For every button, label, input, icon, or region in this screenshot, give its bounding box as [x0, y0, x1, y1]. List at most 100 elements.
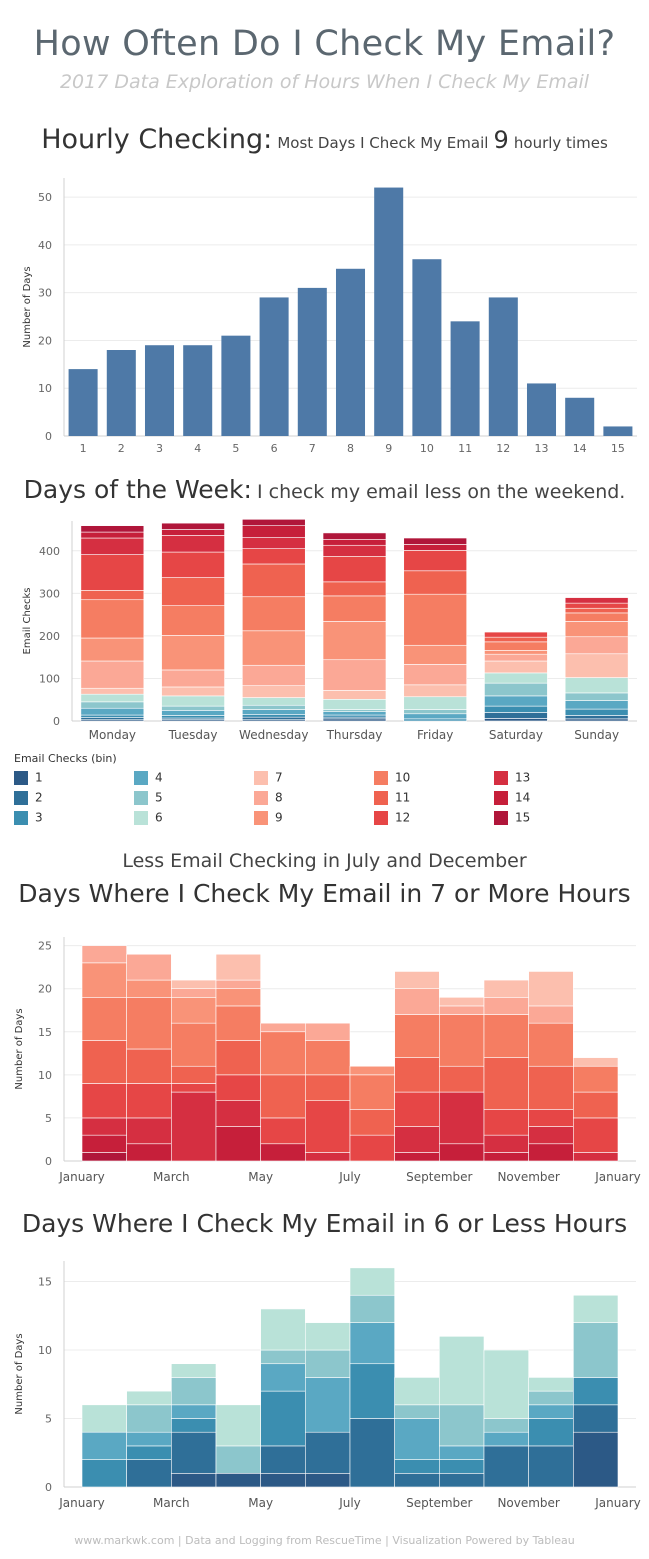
six-segment [349, 1267, 395, 1296]
seven-segment [81, 1117, 127, 1136]
x-tick-label: 2 [118, 442, 125, 455]
six-segment [394, 1473, 440, 1488]
footer-credits: www.markwk.com | Data and Logging from R… [74, 1534, 575, 1547]
legend-label: 12 [395, 810, 411, 825]
six-segment [260, 1390, 306, 1447]
weekday-segment [322, 718, 387, 722]
hourly-bar [144, 345, 175, 436]
legend-label: 1 [35, 770, 43, 785]
seven-segment [81, 1040, 127, 1084]
weekday-segment [403, 544, 467, 551]
hourly-bar [297, 287, 327, 436]
seven-segment [483, 1152, 529, 1162]
monthly-caption: Less Email Checking in July and December [122, 850, 527, 872]
x-tick-label: 12 [496, 442, 510, 455]
weekday-segment [322, 698, 387, 710]
six-segment [573, 1404, 619, 1433]
seven-segment [483, 1109, 529, 1136]
seven-segment [305, 1100, 351, 1153]
weekday-segment [403, 537, 467, 545]
x-tick-label: Thursday [326, 728, 383, 742]
legend-item: 1 [14, 770, 43, 786]
y-tick-label: 300 [39, 587, 60, 600]
seven-segment [528, 971, 574, 1007]
x-tick-label: Saturday [489, 728, 543, 742]
legend-label: 8 [275, 790, 283, 805]
weekday-segment [242, 596, 306, 632]
seven-segment [126, 997, 172, 1050]
weekday-segment [242, 716, 306, 721]
seven-segment [528, 1109, 574, 1127]
legend-label: 5 [155, 790, 163, 805]
main-title: How Often Do I Check My Email? [33, 24, 616, 64]
x-tick-label: 8 [347, 442, 354, 455]
seven-segment [81, 945, 127, 964]
six-hours-title: Days Where I Check My Email in 6 or Less… [21, 1209, 628, 1238]
six-segment [171, 1431, 217, 1474]
y-axis-title: Number of Days [22, 266, 33, 347]
seven-hours-title: Days Where I Check My Email in 7 or More… [18, 879, 631, 908]
legend-swatch [374, 770, 388, 785]
legend-swatch [134, 810, 148, 825]
six-segment [171, 1404, 217, 1419]
six-segment [528, 1390, 574, 1406]
hourly-bar [221, 335, 251, 436]
weekday-segment [403, 713, 467, 720]
weekday-segment [403, 718, 467, 722]
six-segment [573, 1377, 619, 1406]
seven-segment [439, 1014, 485, 1067]
legend-item: 5 [134, 790, 163, 806]
legend-item: 6 [134, 810, 163, 826]
seven-segment [394, 988, 440, 1015]
seven-segment [528, 1126, 574, 1145]
legend-item: 9 [254, 810, 283, 826]
y-tick-label: 0 [45, 430, 52, 443]
legend-item: 7 [254, 770, 283, 786]
y-tick-label: 0 [53, 715, 60, 728]
seven-segment [215, 953, 261, 981]
weekday-segment [242, 630, 306, 666]
six-segment [215, 1473, 261, 1488]
hourly-bar [450, 321, 480, 436]
seven-segment [126, 979, 172, 998]
x-tick-label: 13 [535, 442, 549, 455]
weekday-segment [564, 708, 629, 716]
weekday-segment [322, 556, 387, 583]
six-segment [573, 1431, 619, 1488]
x-tick-label: Friday [417, 728, 453, 742]
six-segment [349, 1294, 395, 1323]
weekday-segment [564, 621, 629, 638]
seven-segment [260, 1143, 306, 1162]
seven-segment [126, 953, 172, 981]
weekday-segment [80, 687, 145, 695]
weekday-segment [484, 650, 548, 655]
y-tick-label: 0 [45, 1481, 52, 1494]
seven-segment [483, 1057, 529, 1110]
seven-segment [215, 979, 261, 989]
weekday-segment [484, 682, 548, 697]
weekday-segment [242, 704, 306, 710]
legend-label: 4 [155, 770, 163, 785]
x-tick-label: 15 [611, 442, 625, 455]
weekday-segment [161, 522, 225, 530]
legend-swatch [494, 810, 508, 825]
six-segment [439, 1336, 485, 1406]
x-tick-label: Wednesday [239, 728, 308, 742]
six-segment [439, 1445, 485, 1460]
legend-swatch [374, 790, 388, 805]
weekday-heading: Days of the Week: I check my email less … [0, 475, 649, 504]
seven-segment [126, 1117, 172, 1145]
weekday-segment [484, 660, 548, 674]
six-segment [439, 1473, 485, 1488]
seven-segment [439, 1143, 485, 1162]
weekday-segment [322, 538, 387, 546]
weekday-segment [161, 669, 225, 688]
seven-segment [215, 988, 261, 1007]
weekday-segment [322, 621, 387, 661]
weekday-segment [322, 711, 387, 716]
seven-segment [305, 1152, 351, 1162]
weekday-segment [161, 695, 225, 707]
seven-segment [260, 1031, 306, 1076]
x-tick-label: May [248, 1496, 273, 1510]
weekday-segment [161, 705, 225, 711]
